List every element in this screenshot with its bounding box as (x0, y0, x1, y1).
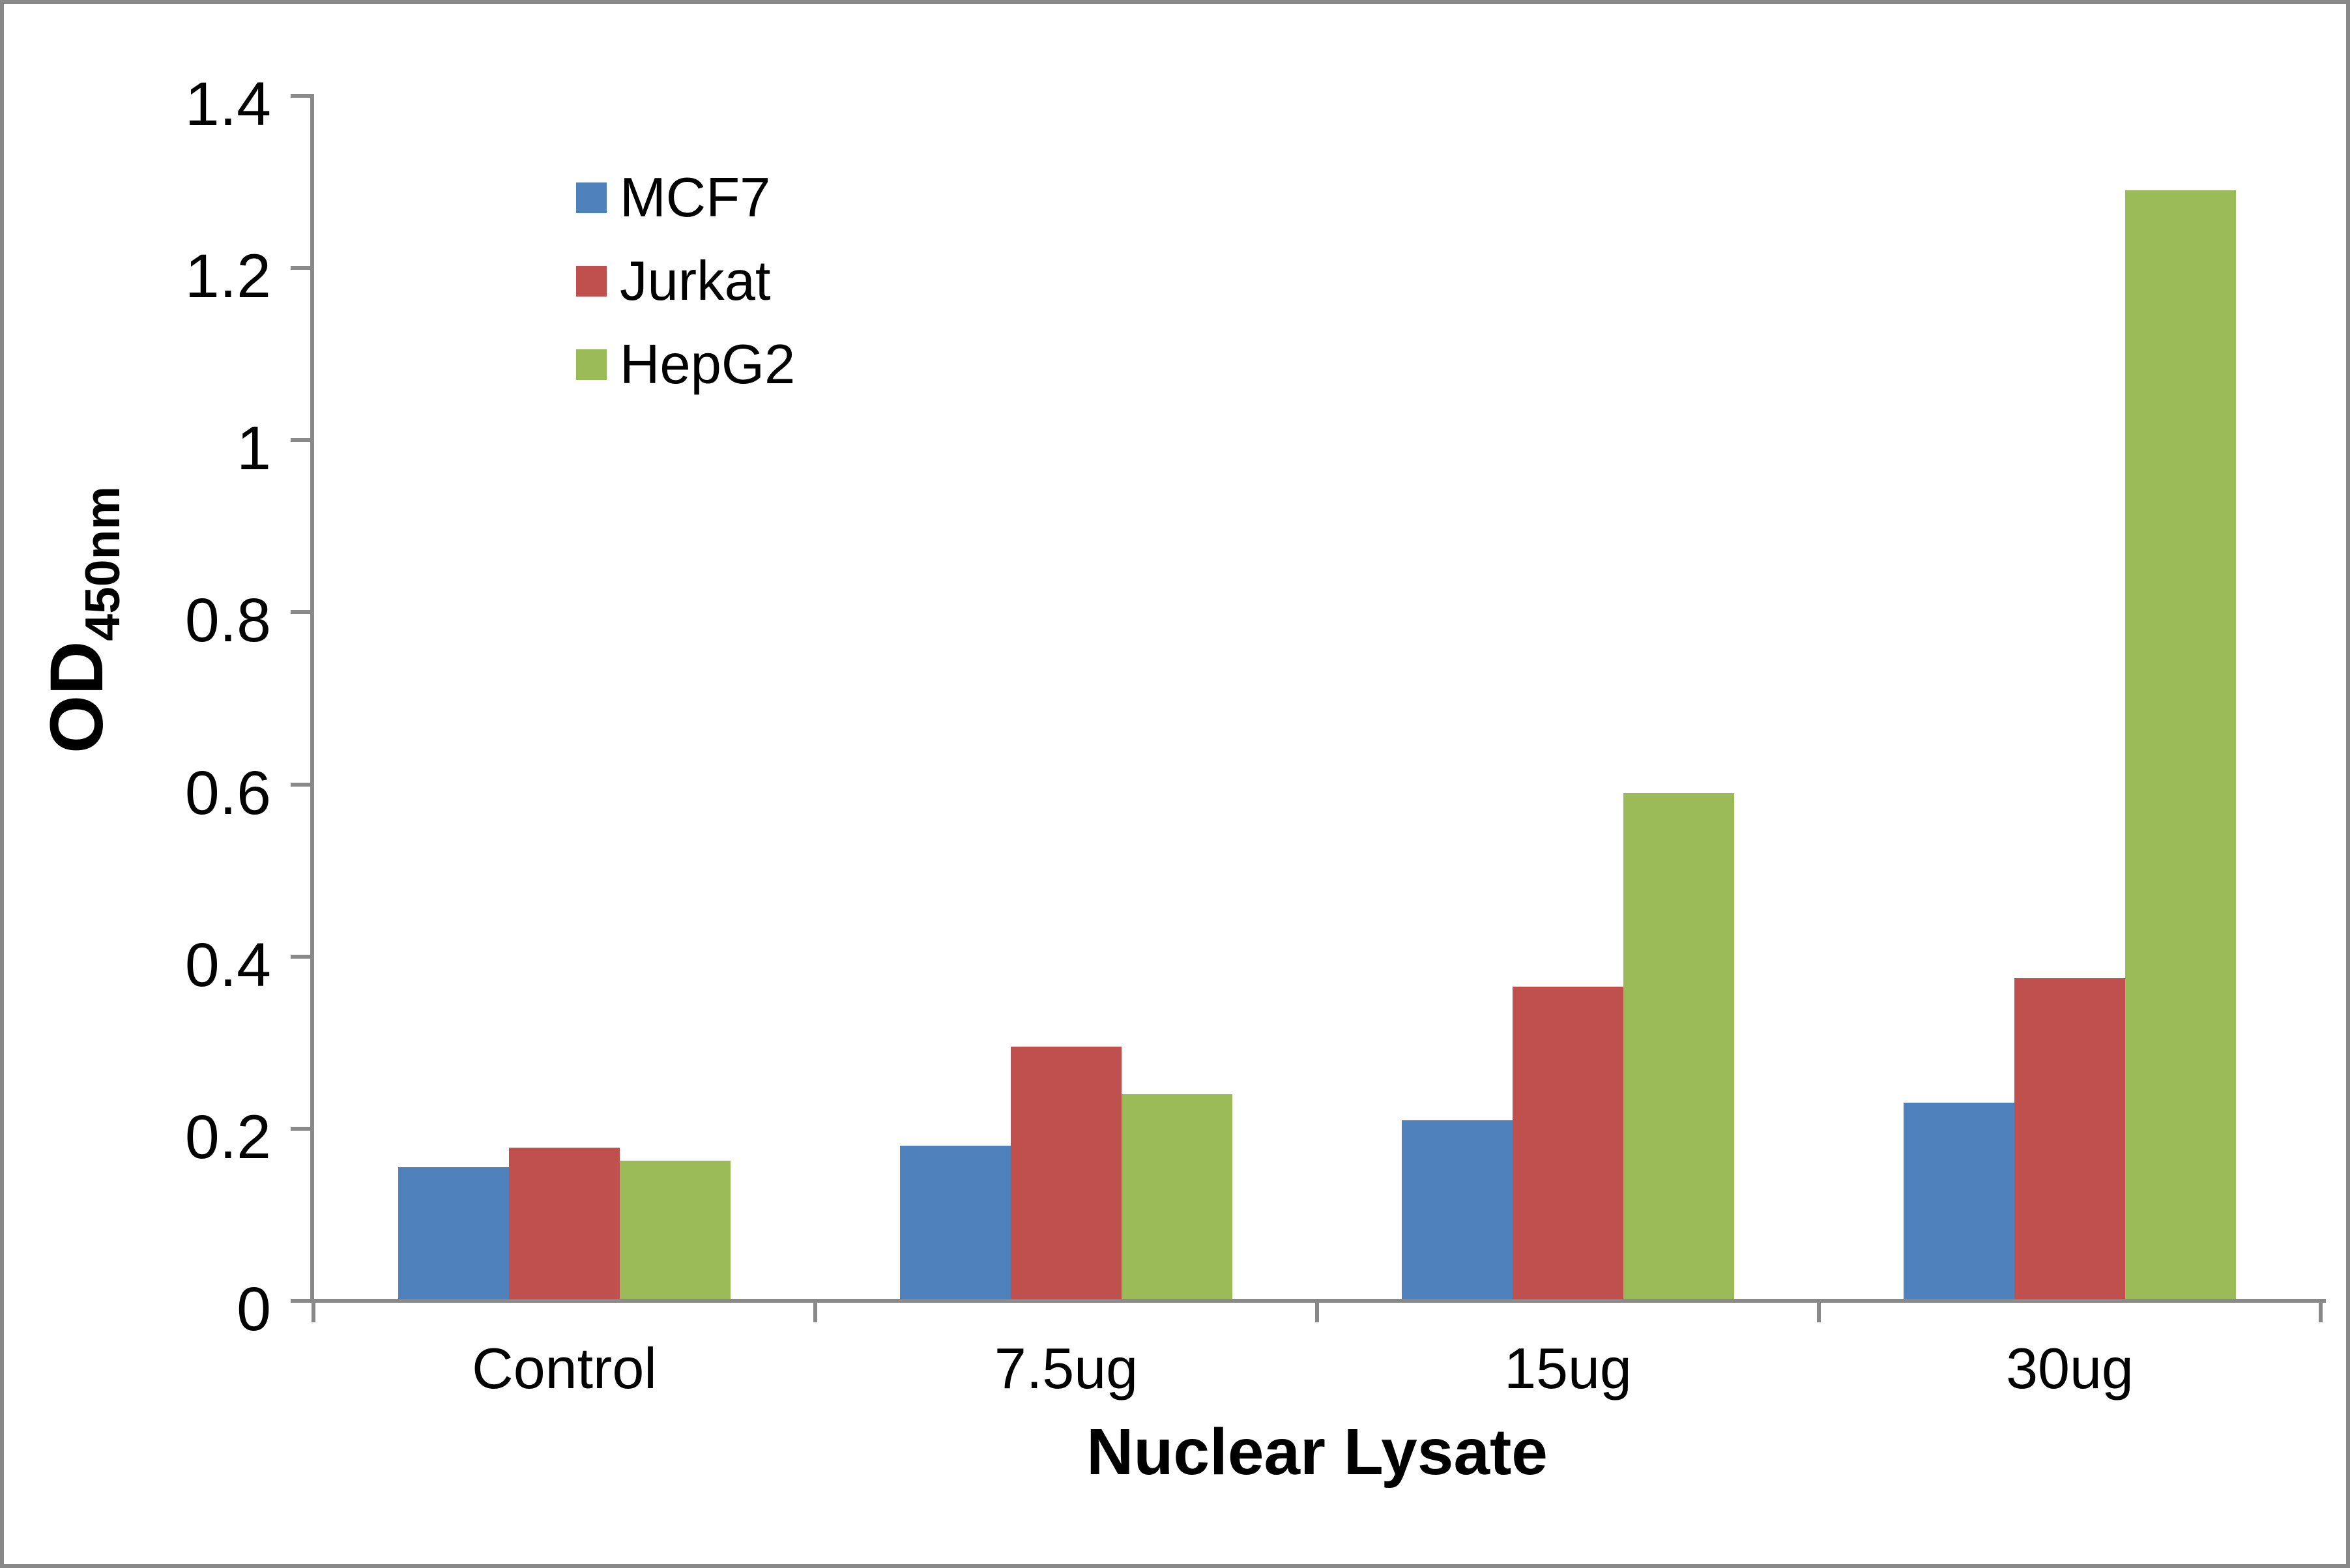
bar-jurkat-7.5ug (1011, 1047, 1122, 1301)
y-tick-0.8 (291, 610, 310, 615)
y-tick-0.6 (291, 782, 310, 787)
y-tick-label-0.6: 0.6 (184, 758, 271, 828)
legend-label-jurkat: Jurkat (620, 250, 771, 312)
y-tick-0.2 (291, 1126, 310, 1131)
y-tick-label-0.4: 0.4 (184, 930, 271, 1000)
x-tick-3 (1817, 1303, 1821, 1322)
bar-jurkat-control (509, 1147, 620, 1301)
x-category-label-7.5ug: 7.5ug (994, 1336, 1139, 1401)
bar-hepg2-15ug (1623, 792, 1734, 1301)
x-category-label-30ug: 30ug (2006, 1336, 2134, 1401)
legend-swatch-hepg2 (576, 349, 607, 380)
legend-entry-mcf7: MCF7 (576, 156, 795, 239)
y-tick-label-1.4: 1.4 (184, 70, 271, 139)
y-tick-label-0: 0 (237, 1275, 271, 1344)
x-tick-1 (813, 1303, 817, 1322)
x-category-label-15ug: 15ug (1504, 1336, 1632, 1401)
y-tick-label-0.2: 0.2 (184, 1102, 271, 1172)
bar-mcf7-control (398, 1167, 509, 1301)
x-tick-0 (312, 1303, 315, 1322)
x-category-label-control: Control (472, 1336, 657, 1401)
bar-mcf7-7.5ug (900, 1146, 1011, 1301)
bar-mcf7-30ug (1904, 1103, 2014, 1301)
x-tick-4 (2319, 1303, 2323, 1322)
bar-mcf7-15ug (1402, 1120, 1513, 1301)
legend-swatch-mcf7 (576, 182, 607, 213)
y-tick-0.4 (291, 954, 310, 959)
y-tick-1.4 (291, 94, 310, 98)
y-tick-label-1.2: 1.2 (184, 242, 271, 312)
legend-entry-jurkat: Jurkat (576, 239, 795, 323)
y-tick-1 (291, 438, 310, 443)
legend-label-mcf7: MCF7 (620, 166, 771, 229)
bar-jurkat-30ug (2014, 978, 2125, 1301)
bar-jurkat-15ug (1513, 986, 1623, 1301)
x-axis-title: Nuclear Lysate (1086, 1416, 1548, 1488)
legend: MCF7 Jurkat HepG2 (576, 156, 795, 406)
y-tick-1.2 (291, 266, 310, 270)
legend-entry-hepg2: HepG2 (576, 323, 795, 406)
x-axis-line (309, 1299, 2326, 1303)
y-tick-0 (291, 1299, 310, 1303)
y-axis-title-main: OD (35, 641, 119, 754)
legend-label-hepg2: HepG2 (620, 333, 796, 396)
bar-hepg2-30ug (2125, 190, 2236, 1301)
bar-hepg2-control (620, 1160, 731, 1301)
y-axis-line (310, 94, 314, 1303)
x-tick-2 (1315, 1303, 1319, 1322)
y-tick-label-1: 1 (237, 414, 271, 484)
legend-swatch-jurkat (576, 265, 607, 297)
bar-hepg2-7.5ug (1122, 1094, 1232, 1301)
y-tick-label-0.8: 0.8 (184, 586, 271, 656)
